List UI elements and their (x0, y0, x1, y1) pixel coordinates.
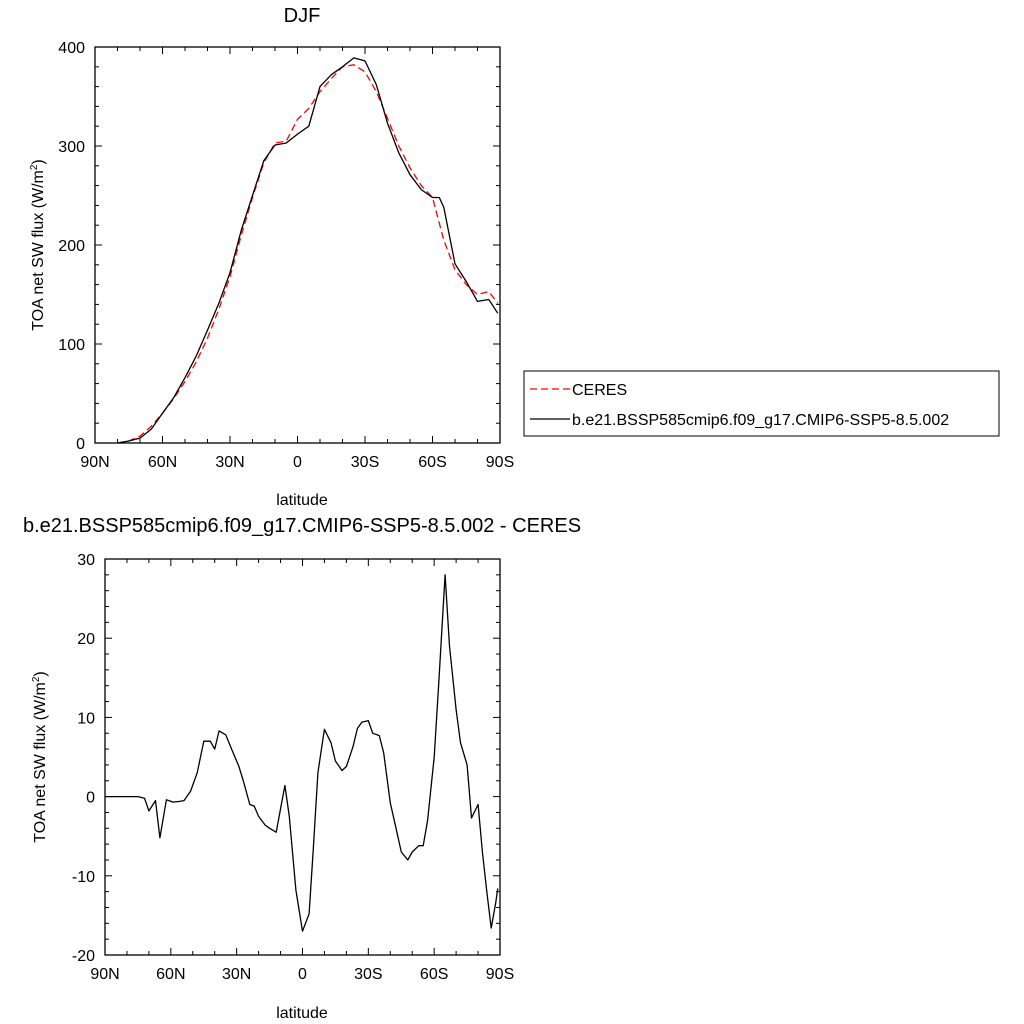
top-series-line-0 (117, 64, 499, 444)
bottom-y-tick-label: -20 (72, 948, 95, 965)
bottom-y-tick-label: 0 (86, 790, 95, 807)
top-y-tick-label: 400 (58, 40, 85, 57)
bottom-y-ticks: -20 -10 0 10 20 30 (72, 552, 500, 965)
top-panel: DJF 90N 60N 30N 0 30S 60S 90S 0 100 200 300 400 la… (29, 5, 1000, 509)
top-x-ticks: 90N 60N 30N 0 30S 60S 90S (80, 47, 514, 471)
bottom-x-ticks: 90N 60N 30N 0 30S 60S 90S (90, 559, 514, 983)
bottom-y-tick-label: 10 (77, 710, 95, 727)
top-chart-title: DJF (284, 5, 321, 27)
top-x-tick-label: 90N (80, 454, 109, 471)
top-series-group (117, 57, 499, 444)
bottom-y-tick-label: -10 (72, 869, 95, 886)
bottom-y-axis-label: TOA net SW flux (W/m2) (31, 671, 49, 843)
bottom-chart-title: b.e21.BSSP585cmip6.f09_g17.CMIP6-SSP5-8.… (23, 515, 581, 537)
legend-box (523, 370, 1000, 437)
top-y-tick-label: 100 (58, 337, 85, 354)
top-x-tick-label: 30N (215, 454, 244, 471)
top-x-axis-label: latitude (276, 492, 328, 509)
legend: CERES b.e21.BSSP585cmip6.f09_g17.CMIP6-S… (523, 370, 1000, 437)
top-x-tick-label: 30S (351, 454, 379, 471)
bottom-panel: b.e21.BSSP585cmip6.f09_g17.CMIP6-SSP5-8.… (23, 515, 581, 1022)
top-y-tick-label: 0 (76, 436, 85, 453)
bottom-x-tick-label: 90S (486, 966, 514, 983)
legend-label-ceres: CERES (572, 382, 627, 399)
legend-label-model: b.e21.BSSP585cmip6.f09_g17.CMIP6-SSP5-8.… (572, 412, 949, 429)
top-plot-frame (94, 46, 501, 444)
top-y-ticks: 0 100 200 300 400 (58, 40, 500, 453)
top-series-line-1 (117, 57, 499, 444)
bottom-x-tick-label: 60S (420, 966, 448, 983)
bottom-y-tick-label: 30 (77, 552, 95, 569)
top-y-axis-label: TOA net SW flux (W/m2) (29, 159, 47, 331)
bottom-x-tick-label: 90N (90, 966, 119, 983)
top-y-tick-label: 200 (58, 238, 85, 255)
top-y-tick-label: 300 (58, 139, 85, 156)
bottom-y-tick-label: 20 (77, 631, 95, 648)
bottom-series-group (105, 574, 499, 932)
bottom-series-line-0 (105, 574, 499, 932)
bottom-plot-frame (104, 558, 501, 956)
top-x-tick-label: 60N (148, 454, 177, 471)
top-x-tick-label: 60S (418, 454, 446, 471)
top-x-tick-label: 90S (486, 454, 514, 471)
bottom-x-tick-label: 30N (222, 966, 251, 983)
bottom-x-tick-label: 0 (298, 966, 307, 983)
bottom-x-tick-label: 30S (354, 966, 382, 983)
bottom-x-tick-label: 60N (156, 966, 185, 983)
top-x-tick-label: 0 (293, 454, 302, 471)
bottom-x-axis-label: latitude (276, 1005, 328, 1022)
